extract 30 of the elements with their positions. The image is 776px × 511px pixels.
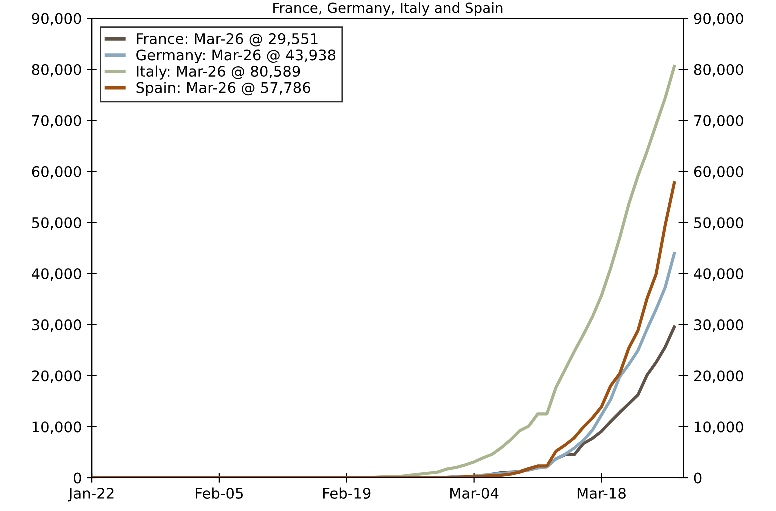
- y-tick-label: 0: [74, 472, 82, 484]
- x-tick-label: Feb-19: [324, 488, 371, 499]
- legend-label: Italy: Mar-26 @ 80,589: [137, 66, 300, 80]
- y-tick-label: 90,000: [32, 13, 82, 26]
- y2-tick-label: 70,000: [694, 115, 744, 128]
- y-tick-label: 20,000: [32, 370, 82, 384]
- x-tick-label: Mar-18: [578, 488, 626, 499]
- y2-tick-label: 30,000: [694, 320, 744, 332]
- y2-tick-label: 0: [694, 472, 702, 484]
- y-tick-label: 50,000: [32, 217, 82, 230]
- y2-tick-label: 50,000: [694, 217, 744, 230]
- legend-label: France: Mar-26 @ 29,551: [137, 33, 318, 47]
- y-tick-label: 40,000: [32, 268, 82, 282]
- y2-tick-label: 90,000: [694, 13, 744, 26]
- y2-tick-label: 60,000: [694, 166, 744, 179]
- y-tick-label: 30,000: [32, 320, 82, 332]
- y-tick-label: 10,000: [32, 422, 82, 434]
- y-tick-label: 80,000: [32, 64, 82, 77]
- y2-tick-label: 10,000: [694, 422, 744, 434]
- y-tick-label: 60,000: [32, 166, 82, 179]
- y2-tick-label: 40,000: [694, 268, 744, 282]
- chart-title: France, Germany, Italy and Spain: [274, 2, 503, 16]
- y2-tick-label: 20,000: [694, 370, 744, 384]
- legend-label: Germany: Mar-26 @ 43,938: [136, 50, 336, 64]
- x-tick-label: Feb-05: [196, 488, 244, 499]
- y-tick-label: 70,000: [32, 115, 82, 128]
- legend-label: Spain: Mar-26 @ 57,786: [136, 82, 310, 96]
- x-tick-label: Mar-04: [450, 488, 499, 499]
- x-tick-label: Jan-22: [68, 488, 114, 502]
- y2-tick-label: 80,000: [694, 64, 744, 77]
